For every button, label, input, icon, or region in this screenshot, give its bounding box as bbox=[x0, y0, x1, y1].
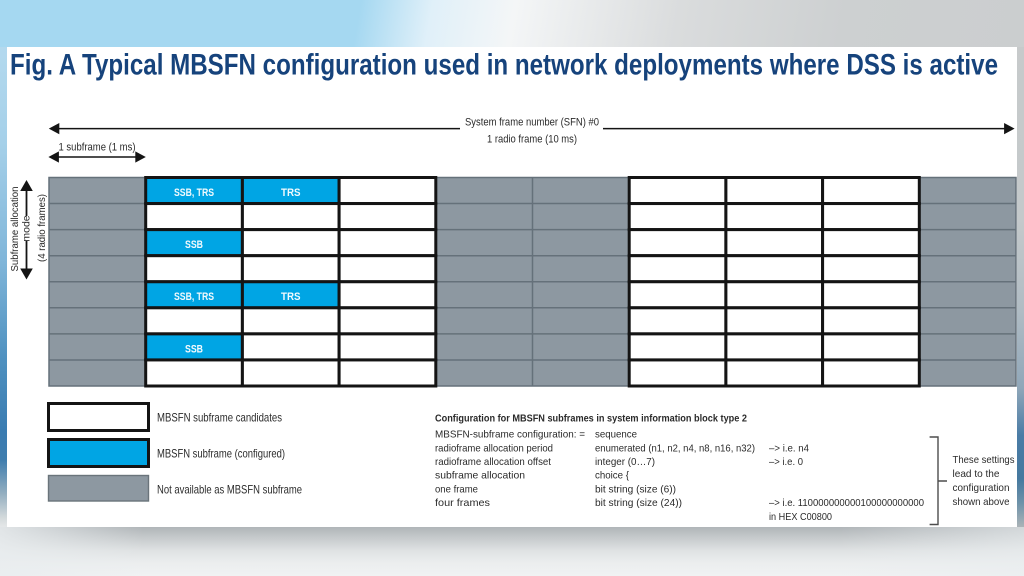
svg-text:four frames: four frames bbox=[435, 497, 490, 509]
svg-text:System frame number (SFN) #0: System frame number (SFN) #0 bbox=[465, 117, 599, 129]
svg-text:MBSFN subframe (configured): MBSFN subframe (configured) bbox=[157, 447, 285, 461]
svg-text:Not available as MBSFN subfram: Not available as MBSFN subframe bbox=[157, 483, 302, 497]
svg-text:enumerated (n1, n2, n4, n8, n1: enumerated (n1, n2, n4, n8, n16, n32) bbox=[595, 442, 755, 454]
svg-text:1 subframe (1 ms): 1 subframe (1 ms) bbox=[59, 141, 136, 153]
svg-text:sequence: sequence bbox=[595, 429, 637, 441]
svg-text:SSB: SSB bbox=[185, 239, 203, 251]
svg-text:Subframe allocation: Subframe allocation bbox=[10, 187, 21, 272]
svg-text:SSB, TRS: SSB, TRS bbox=[174, 187, 214, 199]
svg-text:configuration: configuration bbox=[953, 482, 1010, 494]
svg-text:lead to the: lead to the bbox=[953, 468, 1000, 480]
svg-text:Fig. A Typical MBSFN configura: Fig. A Typical MBSFN configuration used … bbox=[10, 49, 998, 82]
svg-text:subframe allocation: subframe allocation bbox=[435, 470, 525, 482]
svg-text:MBSFN-subframe configuration:: MBSFN-subframe configuration: = bbox=[435, 429, 585, 441]
svg-text:Configuration for MBSFN subfra: Configuration for MBSFN subframes in sys… bbox=[435, 413, 747, 425]
svg-text:bit string (size (24)): bit string (size (24)) bbox=[595, 497, 682, 509]
svg-text:TRS: TRS bbox=[281, 291, 301, 303]
svg-text:bit string (size (6)): bit string (size (6)) bbox=[595, 483, 676, 495]
svg-text:SSB, TRS: SSB, TRS bbox=[174, 291, 214, 303]
svg-text:one frame: one frame bbox=[435, 483, 478, 495]
svg-text:integer (0…7): integer (0…7) bbox=[595, 456, 655, 468]
svg-text:mode: mode bbox=[20, 215, 32, 241]
svg-text:MBSFN subframe candidates: MBSFN subframe candidates bbox=[157, 411, 282, 425]
svg-text:–> i.e. 0: –> i.e. 0 bbox=[769, 456, 803, 468]
svg-text:TRS: TRS bbox=[281, 187, 301, 199]
svg-text:–> i.e. 1100000000001000000000: –> i.e. 110000000000100000000000 bbox=[769, 497, 924, 509]
svg-text:SSB: SSB bbox=[185, 343, 203, 355]
svg-text:These settings: These settings bbox=[953, 454, 1015, 466]
svg-text:1 radio frame (10 ms): 1 radio frame (10 ms) bbox=[487, 133, 577, 145]
svg-text:in HEX C00800: in HEX C00800 bbox=[769, 511, 832, 523]
svg-text:(4 radio frames): (4 radio frames) bbox=[37, 194, 48, 262]
svg-text:radioframe allocation period: radioframe allocation period bbox=[435, 442, 553, 454]
svg-text:radioframe allocation offset: radioframe allocation offset bbox=[435, 456, 551, 468]
svg-text:shown above: shown above bbox=[953, 496, 1010, 508]
svg-text:–> i.e. n4: –> i.e. n4 bbox=[769, 442, 809, 454]
svg-text:choice {: choice { bbox=[595, 470, 629, 482]
